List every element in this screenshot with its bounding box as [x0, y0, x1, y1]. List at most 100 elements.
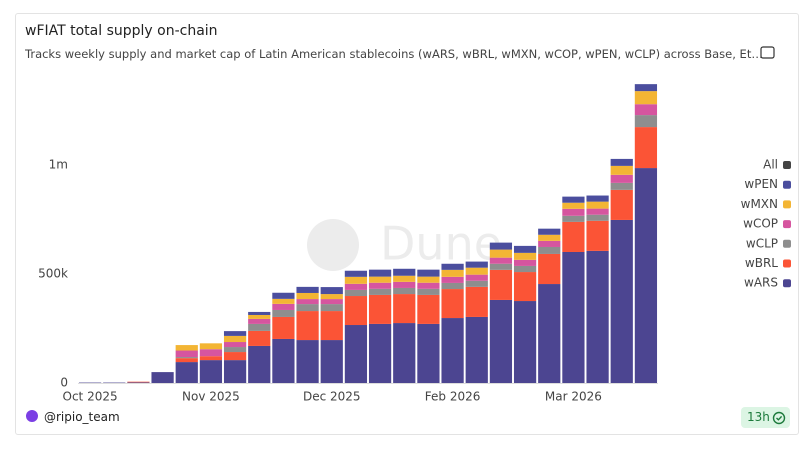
bar-segment [586, 214, 609, 221]
bar-segment [223, 347, 247, 353]
bar-segment [417, 276, 440, 283]
age-badge: 13h [741, 407, 790, 428]
bar-segment [127, 381, 150, 383]
bar-segment [223, 342, 247, 348]
bar-segment [175, 345, 198, 351]
bar-segment [368, 269, 392, 277]
bar-segment [320, 304, 343, 312]
age: 13h [747, 410, 770, 424]
bar-segment [489, 269, 513, 300]
bar-segment [175, 350, 198, 358]
bar-segment [513, 259, 537, 266]
comment-icon[interactable] [760, 46, 775, 59]
bar-segment [272, 316, 295, 339]
bar-segment [538, 246, 561, 254]
bar-segment [368, 294, 392, 324]
legend-label: wCOP [743, 217, 778, 231]
chart-card: wFIAT total supply on-chain Tracks weekl… [15, 13, 799, 435]
bar-segment [248, 345, 271, 383]
bar-segment [344, 283, 368, 290]
legend-swatch [783, 259, 791, 268]
bar-segment [417, 282, 440, 289]
bar-segment [634, 91, 658, 105]
bar-segment [272, 338, 295, 383]
bar-segment [272, 292, 295, 299]
bar-segment [586, 208, 609, 215]
bar-segment [368, 282, 392, 289]
bar-segment [562, 221, 585, 252]
bar-segment [465, 316, 488, 383]
bar-segment [272, 309, 295, 317]
check-icon [772, 411, 786, 425]
bar-segment [320, 340, 343, 383]
bar-segment [344, 296, 368, 326]
y-tick-label: 1m [49, 158, 68, 172]
bar-segment [634, 104, 658, 116]
legend-label: wMXN [741, 197, 778, 211]
bar-segment [368, 288, 392, 295]
bar-segment [489, 257, 513, 264]
legend-swatch [783, 279, 791, 288]
bar-segment [175, 358, 198, 363]
bar-segment [344, 276, 368, 284]
bar-segment [320, 311, 343, 341]
chart-title: wFIAT total supply on-chain [25, 23, 218, 39]
bar-segment [465, 261, 488, 268]
bar-segment [199, 360, 223, 383]
bar-segment [465, 286, 488, 317]
bar-segment [199, 349, 223, 357]
legend-swatch [783, 239, 791, 248]
bar-segment [441, 263, 464, 270]
bar-segment [610, 158, 633, 166]
bar-segment [393, 275, 416, 282]
bar-segment [248, 323, 271, 331]
bar-segment [199, 343, 223, 350]
bar-segment [175, 362, 198, 383]
bar-segment [272, 303, 295, 310]
bar-segment [296, 304, 319, 312]
bar-segment [634, 84, 658, 92]
bar-segment [248, 314, 271, 319]
bar-segment [538, 228, 561, 235]
bar-segment [634, 168, 658, 383]
bar-segment [586, 195, 609, 202]
watermark-logo [307, 219, 359, 271]
bar-segment [393, 268, 416, 276]
bar-segment [393, 287, 416, 295]
bar-segment [344, 270, 368, 277]
bar-segment [465, 280, 488, 287]
legend-swatch [783, 161, 791, 169]
bar-segment [489, 263, 513, 270]
legend-swatch [783, 220, 791, 229]
bar-segment [610, 219, 633, 383]
bar-segment [538, 234, 561, 241]
bar-segment [296, 299, 319, 305]
bar-segment [151, 372, 174, 383]
bar-segment [127, 382, 150, 383]
bar-segment [610, 182, 633, 190]
bar-segment [320, 287, 343, 295]
bar-segment [465, 274, 488, 281]
bar-segment [586, 201, 609, 209]
bar-segment [513, 301, 537, 383]
bar-segment [634, 115, 658, 128]
bar-segment [513, 245, 537, 253]
x-tick-label: Feb 2026 [425, 390, 481, 404]
bar-segment [272, 298, 295, 304]
bar-segment [199, 356, 223, 361]
bar-segment [248, 318, 271, 324]
bar-segment [441, 269, 464, 277]
bar-segment [489, 242, 513, 250]
bar-segment [296, 286, 319, 293]
watermark: Dune [380, 217, 502, 271]
bar-segment [223, 352, 247, 361]
x-tick-label: Oct 2025 [63, 390, 118, 404]
bar-segment [610, 165, 633, 175]
y-tick-label: 0 [60, 376, 68, 390]
x-tick-label: Dec 2025 [303, 390, 361, 404]
bar-segment [513, 272, 537, 302]
bar-segment [538, 240, 561, 247]
author[interactable]: @ripio_team [44, 410, 120, 424]
bar-segment [320, 294, 343, 300]
